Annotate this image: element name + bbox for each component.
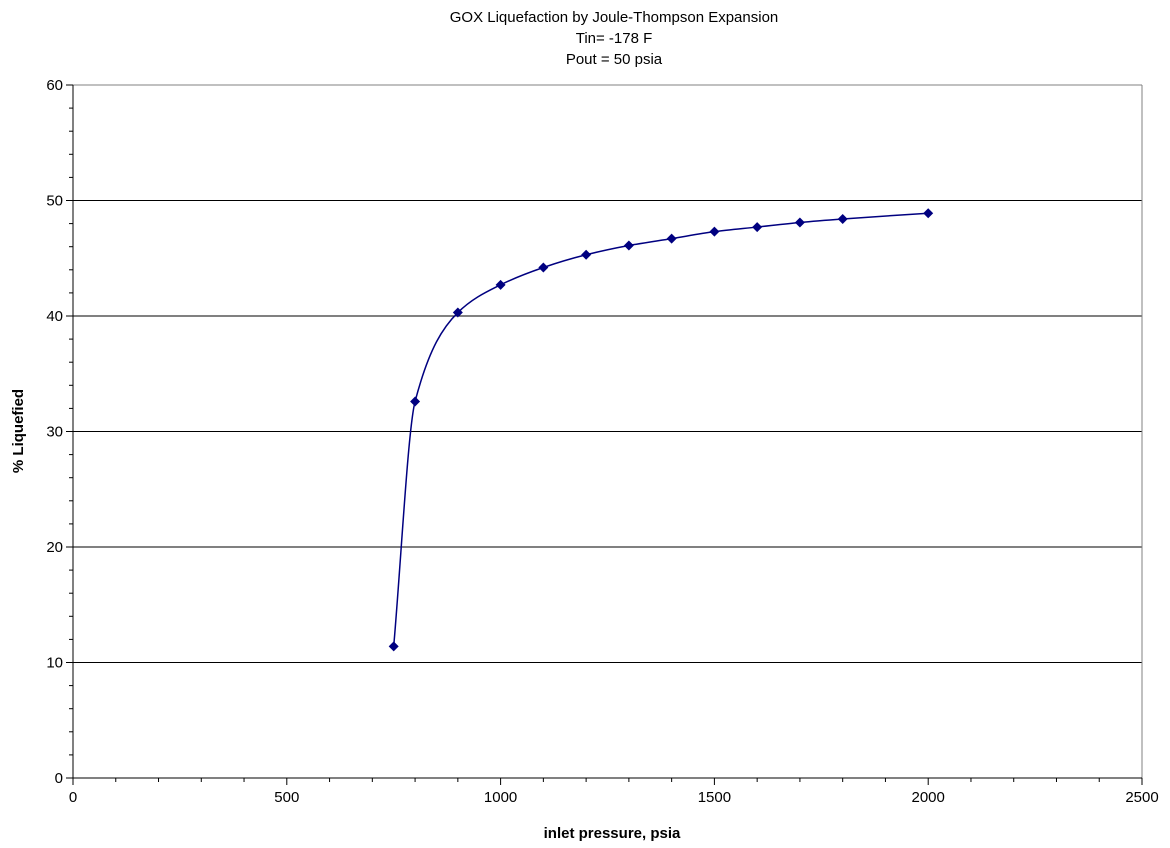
data-points (388, 208, 934, 652)
y-tick-label-40: 40 (46, 308, 63, 325)
data-point-750 (388, 641, 399, 652)
data-point-1700 (794, 217, 805, 228)
data-point-1000 (495, 279, 506, 290)
y-tick-label-50: 50 (46, 193, 63, 210)
data-point-800 (410, 396, 421, 407)
series-line (392, 212, 929, 647)
data-point-1300 (623, 240, 634, 251)
data-point-1400 (666, 233, 677, 244)
chart-title: GOX Liquefaction by Joule-Thompson Expan… (450, 9, 779, 68)
data-point-1200 (581, 249, 592, 260)
data-point-1100 (538, 262, 549, 273)
data-point-1500 (709, 226, 720, 237)
y-tick-label-30: 30 (46, 424, 63, 441)
x-tick-label-1000: 1000 (484, 789, 517, 806)
y-tick-label-60: 60 (46, 77, 63, 94)
chart-subtitle-tin: Tin= -178 F (576, 30, 653, 47)
data-point-900 (452, 307, 463, 318)
y-tick-label-0: 0 (55, 770, 63, 787)
data-point-1800 (837, 213, 848, 224)
x-tick-label-2000: 2000 (912, 789, 945, 806)
x-tick-label-500: 500 (274, 789, 299, 806)
x-tick-label-1500: 1500 (698, 789, 731, 806)
x-tick-label-2500: 2500 (1125, 789, 1158, 806)
y-tick-label-20: 20 (46, 539, 63, 556)
data-point-2000 (923, 208, 934, 219)
chart-subtitle-pout: Pout = 50 psia (566, 51, 663, 68)
data-point-1600 (752, 222, 763, 233)
gridlines (73, 200, 1142, 663)
y-tick-label-10: 10 (46, 655, 63, 672)
y-axis-title: % Liquefied (10, 389, 27, 473)
x-axis-ticks: 0 500 1000 1500 2000 2500 (69, 778, 1159, 806)
x-axis-title: inlet pressure, psia (544, 825, 681, 842)
chart-title-line-1: GOX Liquefaction by Joule-Thompson Expan… (450, 9, 779, 26)
x-tick-label-0: 0 (69, 789, 77, 806)
y-axis-ticks: 0 10 20 30 40 50 60 (46, 77, 73, 787)
